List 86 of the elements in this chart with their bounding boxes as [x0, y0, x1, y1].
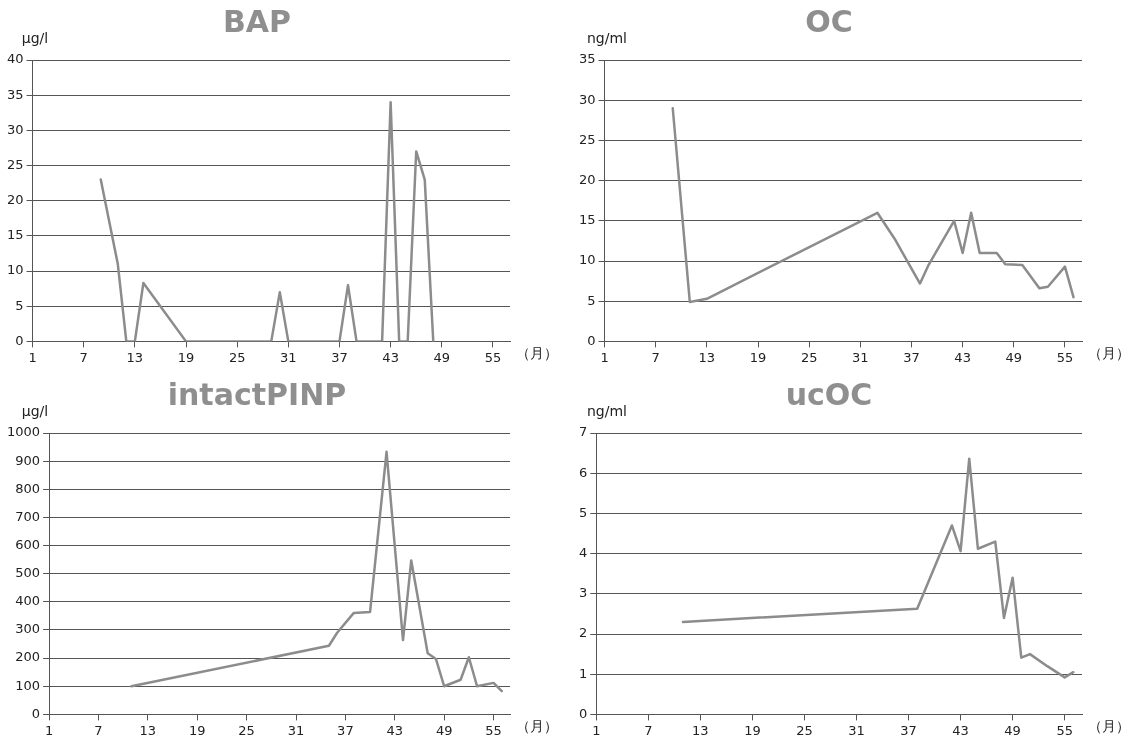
x-tick-label: 55 — [1056, 722, 1073, 738]
x-axis-title: （月） — [1088, 717, 1130, 734]
y-tick-label: 900 — [15, 452, 41, 468]
x-tick-label: 37 — [337, 722, 354, 738]
y-axis-title: ng/ml — [586, 29, 628, 46]
y-tick-label: 4 — [578, 544, 588, 560]
y-tick-label: 5 — [578, 504, 588, 520]
x-tick-label: 31 — [280, 349, 297, 365]
y-tick-label: 0 — [15, 332, 24, 348]
x-tick-label: 19 — [177, 349, 195, 365]
y-tick-label: 500 — [15, 565, 41, 581]
y-axis-title: μg/l — [21, 29, 49, 46]
x-tick-label: 1 — [44, 722, 54, 738]
y-tick-label: 10 — [579, 252, 596, 268]
x-tick-label: 13 — [139, 722, 157, 738]
y-tick-label: 300 — [15, 621, 41, 637]
x-tick-label: 19 — [744, 722, 761, 738]
y-tick-label: 20 — [7, 192, 24, 208]
x-tick-label: 31 — [848, 722, 865, 738]
y-axis-title: μg/l — [21, 402, 49, 419]
x-axis-title: （月） — [516, 344, 558, 361]
x-tick-label: 25 — [228, 349, 246, 365]
x-tick-label: 49 — [1004, 722, 1021, 738]
x-tick-label: 43 — [954, 349, 971, 365]
x-tick-label: 25 — [800, 349, 818, 365]
y-tick-label: 100 — [15, 677, 41, 693]
x-tick-label: 43 — [386, 722, 404, 738]
y-tick-label: 1000 — [6, 424, 41, 440]
x-tick-label: 13 — [698, 349, 716, 365]
x-tick-label: 13 — [126, 349, 144, 365]
y-tick-label: 0 — [578, 705, 588, 721]
y-tick-label: 700 — [15, 508, 41, 524]
x-tick-label: 55 — [484, 349, 502, 365]
y-tick-label: 15 — [579, 212, 596, 228]
x-tick-label: 7 — [644, 722, 653, 738]
x-tick-label: 7 — [94, 722, 103, 738]
y-tick-label: 40 — [7, 51, 24, 67]
x-tick-label: 43 — [382, 349, 399, 365]
x-tick-label: 55 — [485, 722, 502, 738]
y-tick-label: 3 — [578, 585, 588, 601]
x-axis-title: （月） — [1088, 344, 1130, 361]
x-tick-label: 19 — [749, 349, 767, 365]
y-tick-label: 5 — [15, 297, 24, 313]
y-axis-title: ng/ml — [586, 402, 628, 419]
chart-title: OC — [805, 3, 853, 39]
x-tick-label: 7 — [79, 349, 88, 365]
y-tick-label: 0 — [31, 705, 41, 721]
y-tick-label: 0 — [587, 332, 596, 348]
x-tick-label: 31 — [852, 349, 869, 365]
chart-title: BAP — [222, 3, 292, 39]
x-tick-label: 31 — [287, 722, 305, 738]
y-tick-label: 30 — [579, 91, 596, 107]
x-tick-label: 55 — [1056, 349, 1074, 365]
y-tick-label: 35 — [579, 51, 596, 67]
y-tick-label: 5 — [587, 292, 596, 308]
x-tick-label: 43 — [952, 722, 969, 738]
x-tick-label: 25 — [238, 722, 255, 738]
y-tick-label: 200 — [15, 649, 41, 665]
y-tick-label: 2 — [578, 625, 588, 641]
y-tick-label: 25 — [579, 131, 596, 147]
x-tick-label: 19 — [188, 722, 206, 738]
x-tick-label: 49 — [433, 349, 451, 365]
x-tick-label: 1 — [600, 349, 609, 365]
y-tick-label: 20 — [579, 171, 596, 187]
y-tick-label: 7 — [578, 424, 588, 440]
y-tick-label: 400 — [15, 593, 41, 609]
x-tick-label: 49 — [1005, 349, 1023, 365]
y-tick-label: 6 — [578, 464, 588, 480]
y-tick-label: 800 — [15, 480, 41, 496]
y-tick-label: 10 — [7, 262, 24, 278]
x-tick-label: 37 — [903, 349, 920, 365]
y-tick-label: 25 — [7, 156, 24, 172]
x-axis-title: （月） — [516, 717, 558, 734]
chart-title: intactPINP — [167, 376, 347, 412]
x-tick-label: 13 — [692, 722, 709, 738]
x-tick-label: 37 — [331, 349, 348, 365]
x-tick-label: 7 — [651, 349, 660, 365]
y-tick-label: 1 — [578, 665, 588, 681]
y-tick-label: 35 — [7, 86, 24, 102]
chart-title: ucOC — [785, 376, 873, 412]
y-tick-label: 15 — [7, 227, 24, 243]
x-tick-label: 37 — [900, 722, 917, 738]
x-tick-label: 25 — [796, 722, 813, 738]
y-tick-label: 30 — [7, 121, 24, 137]
x-tick-label: 49 — [435, 722, 453, 738]
y-tick-label: 600 — [15, 536, 41, 552]
